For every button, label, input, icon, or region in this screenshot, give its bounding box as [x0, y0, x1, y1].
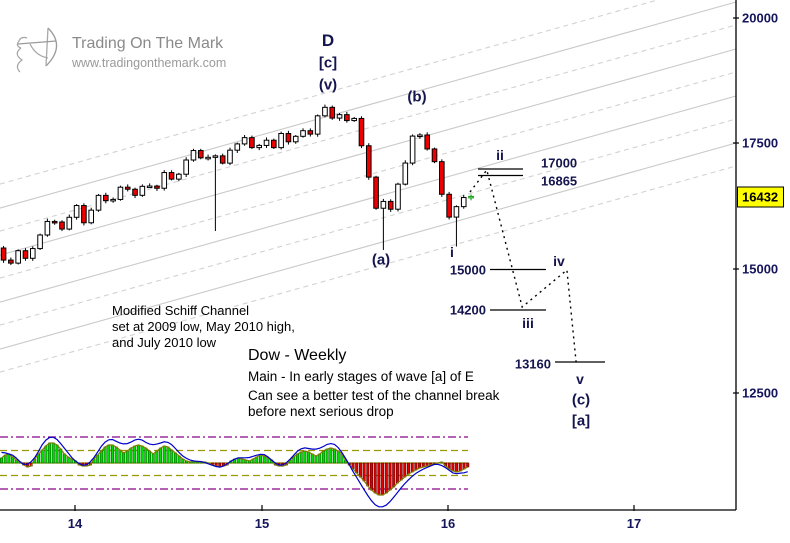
archer-logo-icon — [16, 27, 58, 73]
axes-frame — [0, 0, 739, 511]
title-note: Dow - Weekly Main - In early stages of w… — [248, 347, 474, 384]
channel-note: Modified Schiff Channel set at 2009 low,… — [112, 303, 295, 351]
x-axis-label-15: 15 — [254, 516, 270, 531]
wave-label-iv: iv — [553, 253, 565, 269]
y-axis-label-17500: 17500 — [742, 135, 779, 151]
wave-label-ii: ii — [496, 147, 504, 163]
wave-label-v: v — [576, 371, 584, 387]
wave-label-c: [c] — [318, 54, 338, 72]
candlestick-layer — [0, 104, 474, 266]
chart-title: Dow - Weekly — [248, 347, 347, 364]
wave-count-note: Main - In early stages of wave [a] of E — [248, 369, 474, 384]
level-label-13160: 13160 — [514, 356, 551, 372]
outlook-note-line: before next serious drop — [248, 403, 394, 419]
y-axis-label-15000: 15000 — [742, 261, 779, 277]
outlook-note-line: Can see a better test of the channel bre… — [248, 388, 500, 403]
x-axis-label-17: 17 — [626, 516, 642, 531]
brand-url: www.tradingonthemark.com — [72, 56, 227, 70]
y-axis-label-12500: 12500 — [742, 385, 779, 401]
y-axis-label-20000: 20000 — [742, 10, 779, 26]
oscillator-panel — [0, 436, 470, 508]
wave-label-a: [a] — [571, 412, 591, 430]
wave-label-D: D — [321, 31, 335, 50]
wave-label-a: (a) — [371, 251, 391, 269]
level-label-15000: 15000 — [449, 262, 486, 278]
channel-note-line: and July 2010 low — [112, 335, 217, 350]
price-level-lines — [478, 168, 605, 363]
channel-note-line: set at 2009 low, May 2010 high, — [112, 319, 295, 334]
level-label-14200: 14200 — [449, 302, 486, 318]
wave-label-i: i — [450, 244, 454, 260]
wave-label-b: (b) — [407, 88, 427, 106]
wave-projection-path — [469, 168, 577, 364]
level-label-16865: 16865 — [541, 173, 578, 189]
outlook-note: Can see a better test of the channel bre… — [248, 388, 499, 419]
wave-label-c: (c) — [571, 391, 591, 409]
wave-label-iii: iii — [522, 315, 534, 331]
last-price-badge: 16432 — [737, 186, 785, 208]
wave-label-v: (v) — [318, 76, 338, 94]
x-axis-label-16: 16 — [440, 516, 456, 531]
brand-name: Trading On The Mark — [72, 35, 224, 52]
level-label-17000: 17000 — [541, 155, 578, 171]
channel-note-line: Modified Schiff Channel — [112, 303, 250, 318]
x-axis-label-14: 14 — [67, 516, 83, 531]
